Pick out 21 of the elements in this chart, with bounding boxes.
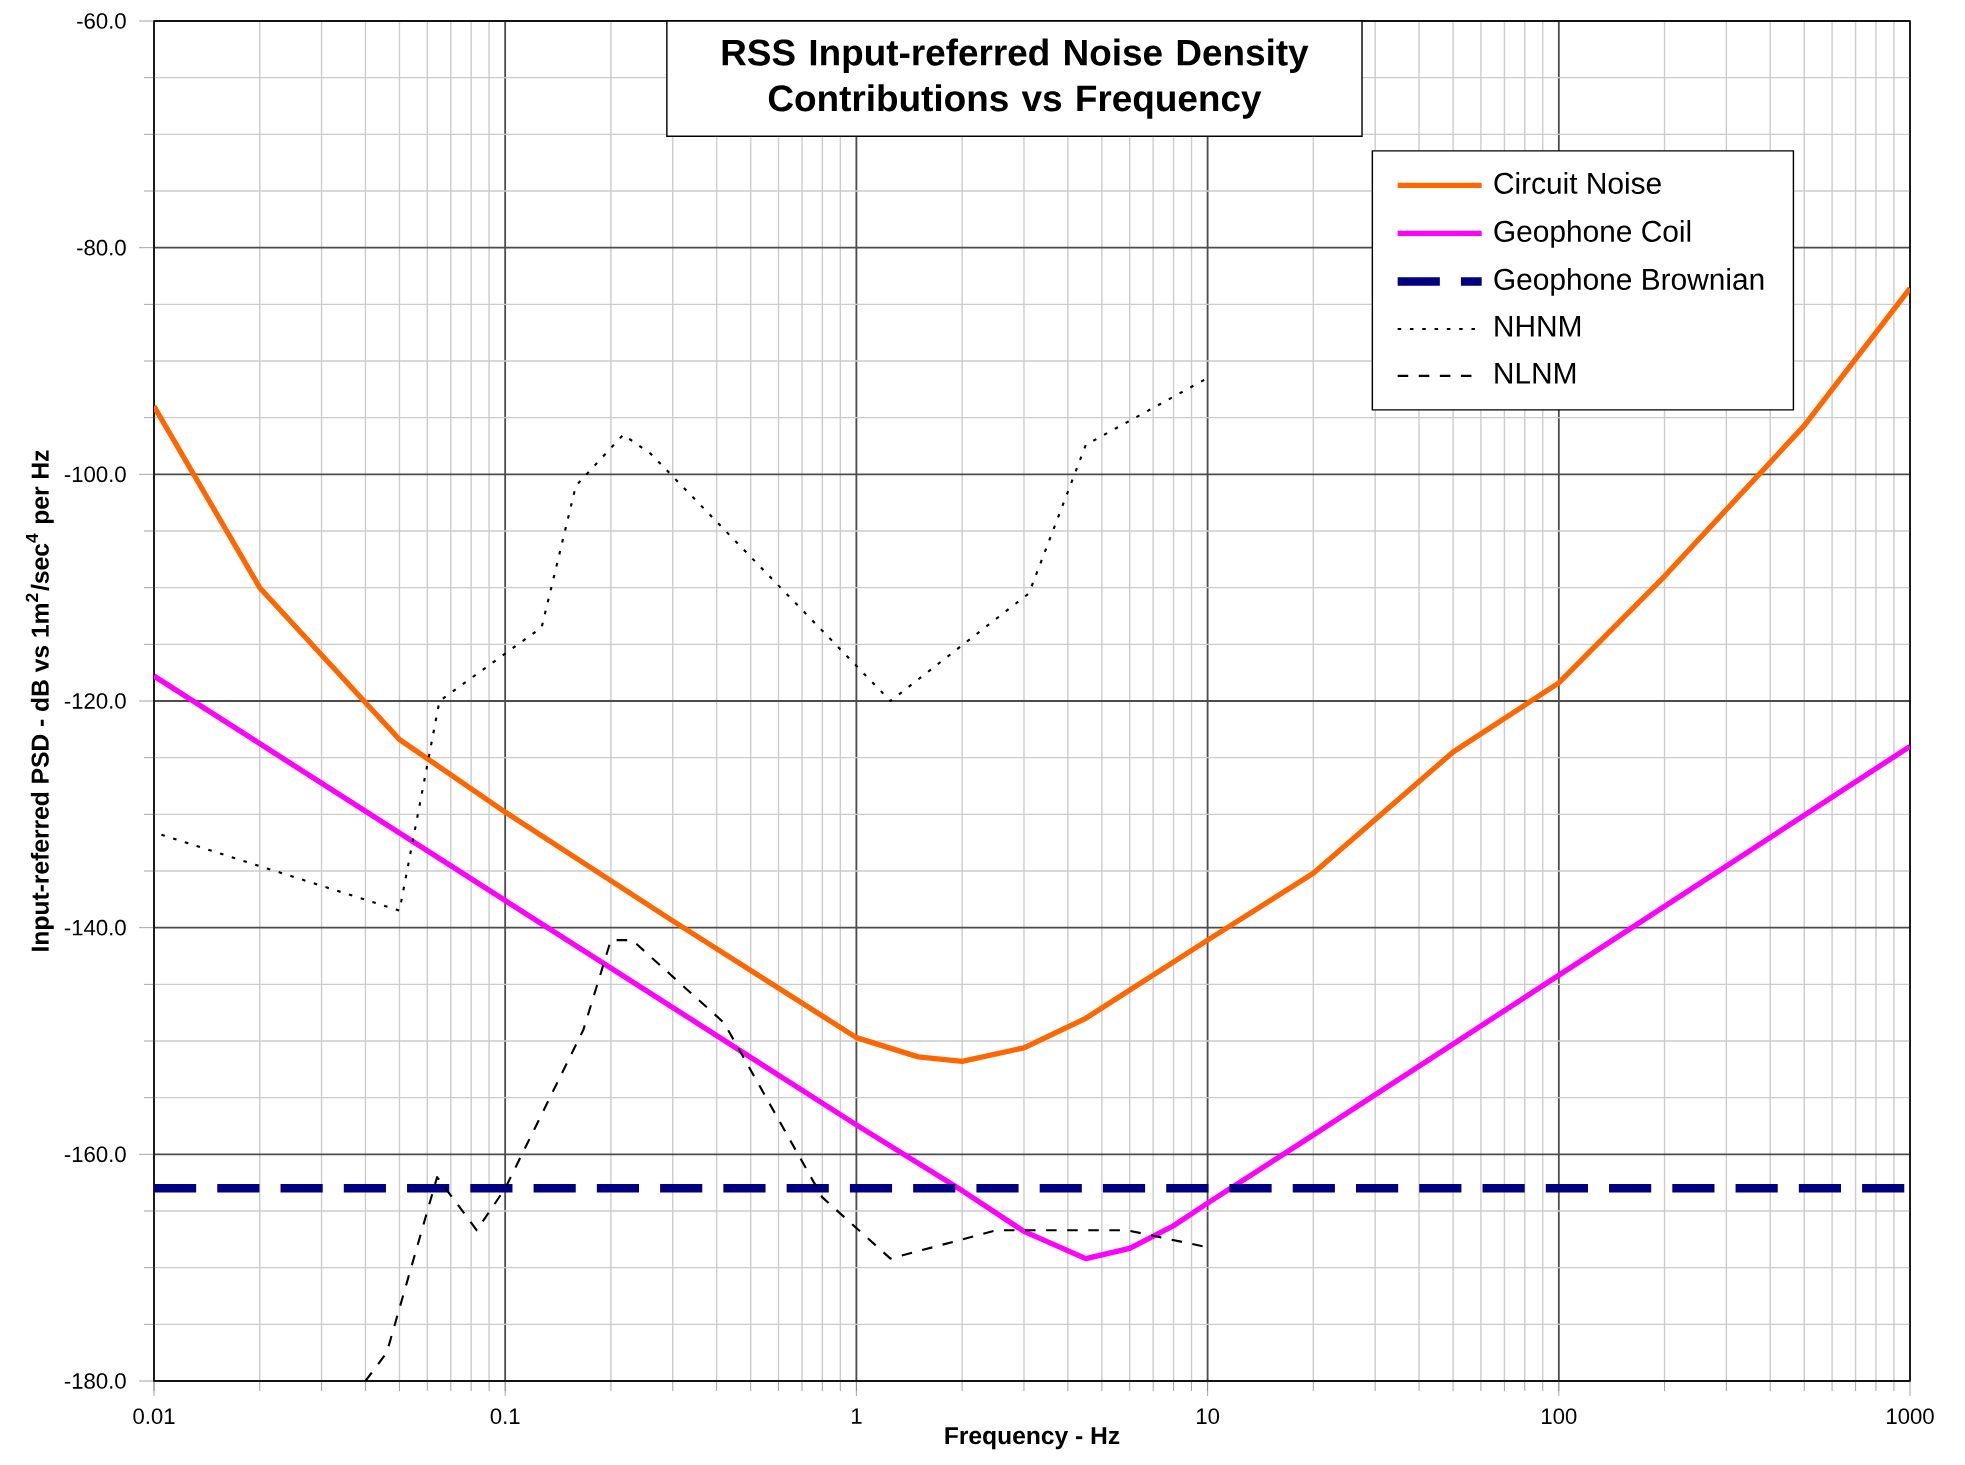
legend-label: Circuit Noise (1494, 171, 1661, 194)
x-axis-title: Frequency - Hz (945, 1427, 1120, 1450)
x-tick-label: 0.1 (490, 1408, 520, 1425)
x-tick-label: 0.01 (133, 1408, 175, 1425)
y-tick-label: -160.0 (64, 1146, 126, 1163)
legend-label: NLNM (1495, 362, 1576, 384)
y-tick-label: -140.0 (64, 919, 126, 936)
y-tick-label: -60.0 (77, 13, 126, 29)
legend-label: Geophone Brownian (1494, 268, 1764, 296)
x-tick-label: 10 (1196, 1408, 1220, 1425)
x-tick-label: 1000 (1887, 1408, 1934, 1425)
legend-label: Geophone Coil (1494, 219, 1691, 248)
text: RSS Input-referred Noise Density Contributions vs Frequency (722, 38, 1309, 119)
y-axis-title: Input-referred PSD - dB vs 1m$^{2}$/sec$^{4}$ per Hz (25, 450, 54, 951)
y-tick-label: -120.0 (64, 693, 126, 709)
legend-label: NHNM (1495, 316, 1581, 337)
x-tick-label: 100 (1542, 1408, 1577, 1425)
y-tick-label: -100.0 (64, 466, 126, 483)
y-tick-label: -180.0 (64, 1373, 126, 1389)
x-tick-label: 1 (851, 1408, 862, 1424)
y-tick-label: -80.0 (77, 239, 126, 256)
